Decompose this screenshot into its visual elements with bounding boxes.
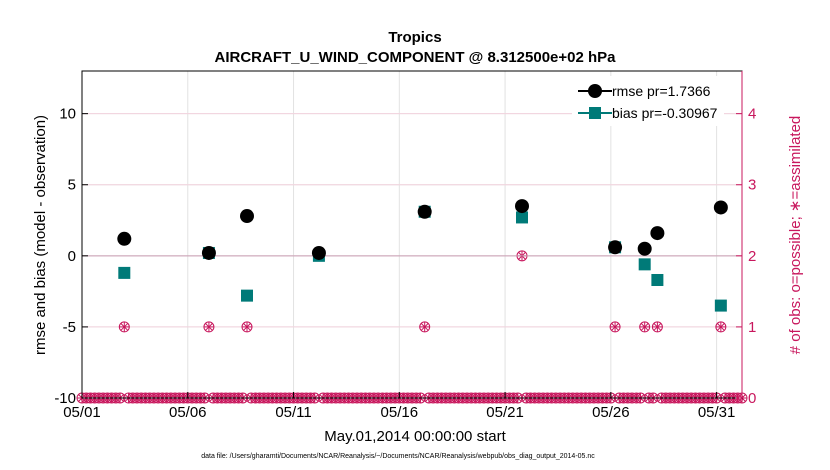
x-tick-label: 05/26 (592, 404, 630, 421)
rmse-point (637, 241, 652, 256)
y-right-tick-label: 3 (748, 177, 756, 194)
obs-assimilated-marker (640, 323, 649, 331)
rmse-point (117, 231, 132, 246)
obs-count-point (609, 321, 621, 333)
legend: rmse pr=1.7366 bias pr=-0.30967 (572, 76, 724, 126)
x-axis-label: May.01,2014 00:00:00 start (324, 428, 506, 445)
x-tick-label: 05/01 (63, 404, 101, 421)
obs-assimilated-marker (205, 323, 213, 331)
obs-count-point (241, 321, 253, 333)
chart-subtitle: AIRCRAFT_U_WIND_COMPONENT @ 8.312500e+02… (215, 49, 617, 66)
rmse-point (240, 209, 254, 224)
bias-point (241, 289, 253, 302)
obs-assimilated-marker (120, 323, 129, 331)
x-tick-label: 05/11 (275, 404, 311, 421)
y-right-tick-label: 2 (748, 248, 756, 265)
obs-count-point (203, 321, 215, 333)
rmse-point (608, 240, 623, 255)
obs-count-point (651, 321, 663, 333)
obs-assimilated-marker (716, 323, 725, 331)
rmse-point (311, 245, 326, 260)
rmse-point (417, 204, 432, 219)
rmse-point (201, 245, 216, 260)
x-tick-label: 05/16 (381, 404, 419, 421)
data-series (117, 199, 728, 312)
x-tick-label: 05/21 (486, 404, 524, 421)
rmse-point (515, 199, 529, 214)
y-tick-label: -5 (63, 319, 76, 336)
bias-point (714, 299, 727, 312)
rmse-point (713, 200, 728, 215)
obs-count-point (118, 321, 130, 333)
axis-ticks: 05/01 05/06 05/11 05/16 05/21 05/26 05/31 -10 -5… (54, 106, 756, 421)
obs-assimilated-marker (653, 323, 662, 331)
legend-bias-label: bias pr=-0.30967 (612, 105, 718, 121)
obs-count-point (419, 321, 431, 333)
y-right-tick-label: 1 (748, 319, 756, 336)
obs-assimilated-marker (243, 323, 251, 331)
y-tick-label: 0 (68, 248, 76, 265)
bias-point (651, 273, 664, 286)
y-right-tick-label: 4 (748, 106, 756, 123)
obs-count-point (639, 321, 651, 333)
legend-bias-marker (589, 107, 601, 119)
footnote: data file: /Users/gharamti/Documents/NCA… (201, 453, 595, 460)
y-tick-label: 5 (68, 177, 76, 194)
x-tick-label: 05/31 (698, 404, 736, 421)
legend-rmse-label: rmse pr=1.7366 (612, 83, 711, 99)
bias-point (118, 266, 131, 279)
y-tick-label: 10 (59, 106, 76, 123)
obs-assimilated-marker (420, 323, 429, 331)
y-tick-label: -10 (54, 390, 76, 407)
legend-rmse-marker (588, 84, 602, 98)
y-axis-right-label: # of obs: o=possible; ∗=assimilated (787, 116, 804, 355)
obs-count-point (715, 321, 727, 333)
rmse-point (650, 226, 665, 241)
bias-point (638, 258, 651, 271)
obs-assimilated-marker (611, 323, 619, 331)
bias-point (516, 211, 528, 224)
chart-title: Tropics (388, 29, 441, 46)
x-tick-label: 05/06 (169, 404, 207, 421)
y-right-tick-label: 0 (748, 390, 756, 407)
y-axis-label: rmse and bias (model - observation) (32, 115, 49, 355)
